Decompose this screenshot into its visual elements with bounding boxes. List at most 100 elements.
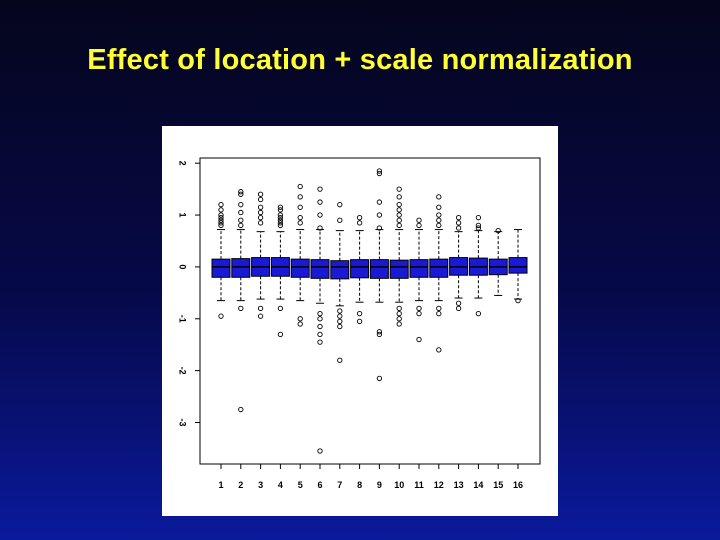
box-group	[231, 189, 251, 413]
outlier-point	[257, 196, 264, 203]
outlier-point	[238, 191, 244, 197]
outlier-point	[238, 305, 244, 312]
x-tick-label: 1	[218, 480, 223, 490]
x-tick-label: 3	[258, 480, 263, 490]
y-tick-label: -1	[178, 315, 188, 323]
box	[389, 259, 409, 279]
box	[429, 258, 449, 278]
outlier-point	[515, 297, 521, 304]
outlier-point	[337, 202, 343, 208]
outlier-point	[396, 217, 402, 223]
outlier-point	[317, 323, 323, 330]
boxplot-panel: 2 1 0 -1 -2 -3 1 2 3 4 5 6 7 8 9 10 11 12 13 14 15 16	[162, 126, 558, 516]
box	[409, 259, 429, 278]
outlier-point	[317, 212, 323, 218]
outlier-point	[396, 212, 402, 218]
outlier-point	[337, 313, 343, 319]
outlier-point	[376, 331, 383, 337]
outlier-point	[277, 305, 284, 312]
outlier-point	[218, 220, 224, 226]
outlier-point	[297, 183, 303, 190]
outlier-point	[475, 214, 482, 221]
box-group	[488, 227, 508, 296]
box-group	[270, 204, 290, 337]
y-tick-label: 0	[178, 264, 188, 269]
x-axis: 1 2 3 4 5 6 7 8 9 10 11 12 13 14 15 16	[218, 464, 523, 490]
outlier-point	[436, 204, 442, 210]
outlier-point	[257, 220, 264, 226]
x-tick-label: 11	[414, 480, 424, 490]
outlier-point	[277, 207, 284, 213]
outlier-point	[416, 305, 422, 312]
outlier-point	[376, 329, 383, 335]
outlier-point	[257, 313, 264, 319]
outlier-point	[416, 222, 422, 229]
x-tick-label: 14	[473, 480, 483, 490]
outlier-point	[337, 308, 343, 314]
box-group	[330, 202, 350, 363]
box	[369, 259, 389, 279]
box-group	[251, 191, 271, 319]
boxplot-chart: 210-1-2-3 1 2 3 4 5 6 7 8 9 10 11 12 13 14 15 16	[178, 157, 541, 490]
outlier-point	[297, 220, 303, 226]
box	[231, 258, 251, 278]
outlier-point	[218, 214, 224, 221]
outlier-point	[337, 323, 343, 330]
outlier-point	[277, 217, 284, 223]
x-tick-label: 8	[357, 480, 362, 490]
outlier-point	[396, 222, 402, 229]
x-tick-label: 15	[493, 480, 503, 490]
outlier-point	[317, 331, 323, 337]
box-group	[310, 186, 330, 454]
outlier-point	[455, 225, 462, 231]
outlier-point	[396, 310, 402, 317]
outlier-point	[436, 217, 442, 223]
outlier-point	[257, 204, 264, 210]
outlier-point	[257, 305, 264, 312]
box-group	[409, 217, 429, 343]
outlier-point	[416, 310, 422, 317]
outlier-point	[455, 220, 462, 226]
box	[350, 259, 370, 279]
box	[211, 258, 231, 278]
boxes-layer	[211, 168, 528, 454]
outlier-point	[218, 207, 224, 213]
box-group	[369, 168, 389, 382]
outlier-point	[297, 316, 303, 322]
outlier-point	[277, 220, 284, 226]
box-group	[211, 202, 231, 319]
outlier-point	[317, 448, 323, 454]
outlier-point	[396, 207, 402, 213]
box	[508, 257, 528, 274]
outlier-point	[475, 310, 482, 317]
outlier-point	[337, 318, 343, 325]
outlier-point	[317, 225, 323, 231]
outlier-point	[238, 406, 244, 413]
outlier-point	[356, 318, 363, 325]
outlier-point	[376, 168, 383, 174]
outlier-point	[436, 305, 442, 312]
outlier-point	[337, 357, 343, 363]
x-tick-label: 4	[278, 480, 283, 490]
outlier-point	[475, 222, 482, 229]
outlier-point	[436, 212, 442, 218]
x-tick-label: 13	[454, 480, 464, 490]
outlier-point	[277, 214, 284, 221]
outlier-point	[376, 225, 383, 231]
outlier-point	[277, 222, 284, 229]
outlier-point	[416, 217, 422, 223]
outlier-point	[436, 222, 442, 229]
outlier-point	[475, 225, 482, 231]
outlier-point	[436, 310, 442, 317]
outlier-point	[455, 300, 462, 306]
outlier-point	[317, 316, 323, 322]
outlier-point	[396, 321, 402, 327]
outlier-point	[337, 217, 343, 223]
outlier-point	[257, 214, 264, 221]
x-tick-label: 10	[394, 480, 404, 490]
x-tick-label: 5	[298, 480, 303, 490]
outlier-point	[257, 209, 264, 216]
outlier-point	[396, 202, 402, 208]
outlier-point	[396, 186, 402, 192]
outlier-point	[218, 222, 224, 229]
